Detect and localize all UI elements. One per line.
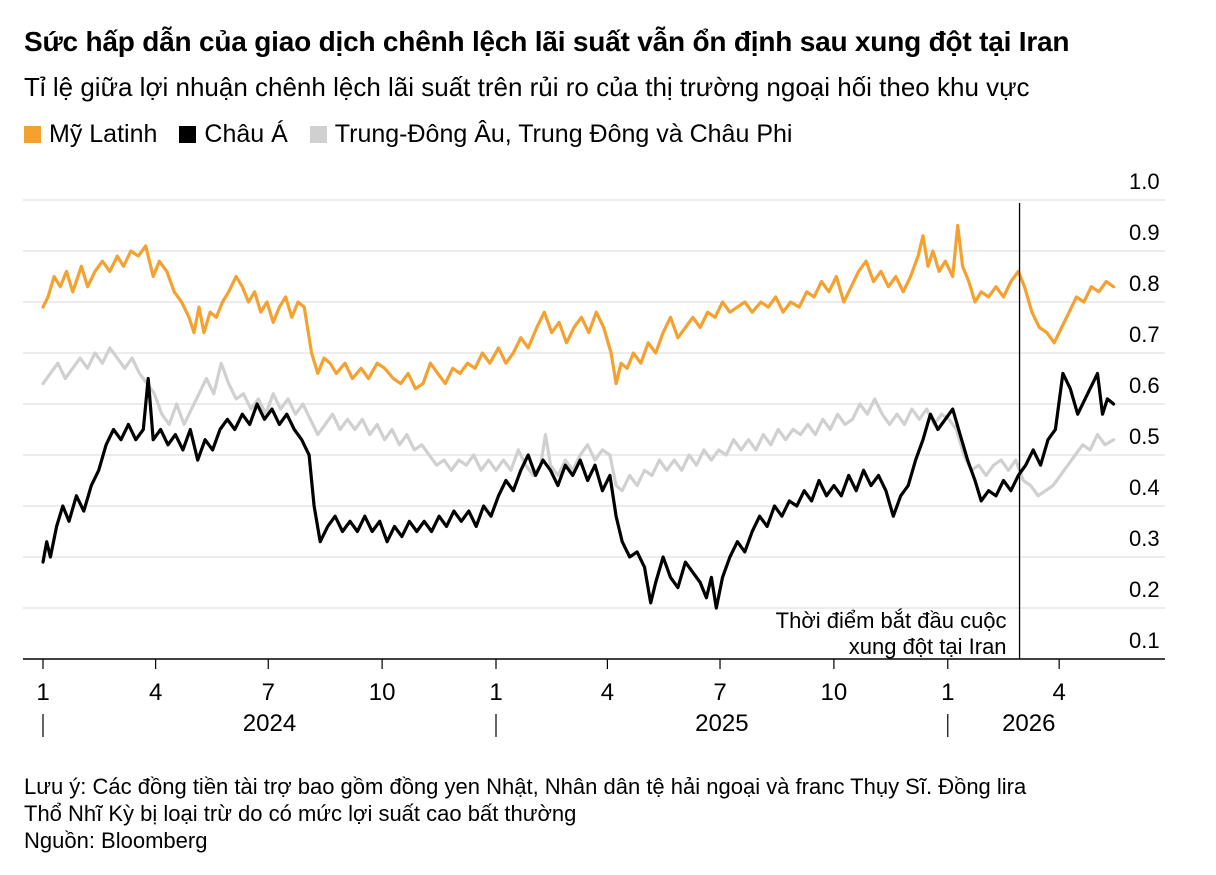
- chart-title: Sức hấp dẫn của giao dịch chênh lệch lãi…: [24, 26, 1070, 57]
- y-axis: 1.0 0.9 0.8 0.7 0.6 0.5 0.4 0.3 0.2 0.1: [1129, 169, 1160, 653]
- x-tick-label-6: 7: [713, 679, 726, 706]
- y-tick-label-1: 0.9: [1129, 220, 1160, 245]
- x-tick-label-7: 10: [821, 679, 848, 706]
- x-tick-label-4: 1: [489, 679, 502, 706]
- series-line-1: [41, 371, 1116, 610]
- x-tick-label-1: 4: [149, 679, 162, 706]
- series-lines: [41, 223, 1116, 610]
- legend-label-ceemea: Trung-Đông Âu, Trung Đông và Châu Phi: [334, 120, 793, 148]
- legend-label-asia: Châu Á: [204, 120, 288, 148]
- series-line-2: [41, 346, 1116, 498]
- legend-swatch-asia: [179, 126, 197, 143]
- legend-item-asia: Châu Á: [179, 120, 288, 149]
- year-label-2026: 2026: [1002, 710, 1055, 737]
- chart-subtitle: Tỉ lệ giữa lợi nhuận chênh lệch lãi suất…: [24, 72, 1030, 102]
- x-tick-label-0: 1: [36, 679, 49, 706]
- y-tick-label-0: 1.0: [1129, 169, 1160, 194]
- legend: Mỹ Latinh Châu Á Trung-Đông Âu, Trung Đô…: [24, 120, 814, 149]
- y-tick-label-7: 0.3: [1129, 526, 1160, 551]
- x-axis: 1 4 7 10 1 4 7 10 1 4 2024 2025 2026: [23, 658, 1165, 737]
- series-line-0: [41, 223, 1116, 391]
- x-tick-label-2: 7: [262, 679, 275, 706]
- legend-item-latin-america: Mỹ Latinh: [24, 120, 157, 149]
- legend-swatch-ceemea: [309, 126, 327, 143]
- source-note: Nguồn: Bloomberg: [24, 828, 208, 853]
- x-tick-label-9: 4: [1052, 679, 1065, 706]
- note-line-1: Lưu ý: Các đồng tiền tài trợ bao gồm đồn…: [24, 774, 1027, 799]
- annotation-line-2: xung đột tại Iran: [849, 634, 1007, 659]
- x-tick-label-5: 4: [601, 679, 614, 706]
- annotation-line-1: Thời điểm bắt đầu cuộc: [776, 608, 1007, 633]
- year-label-2025: 2025: [695, 710, 748, 737]
- y-tick-label-6: 0.4: [1129, 475, 1160, 500]
- x-tick-label-3: 10: [369, 679, 396, 706]
- y-tick-label-3: 0.7: [1129, 322, 1160, 347]
- x-tick-label-8: 1: [941, 679, 954, 706]
- legend-item-ceemea: Trung-Đông Âu, Trung Đông và Châu Phi: [309, 120, 793, 149]
- y-tick-label-9: 0.1: [1129, 628, 1160, 653]
- y-tick-label-8: 0.2: [1129, 577, 1160, 602]
- note-line-2: Thổ Nhĩ Kỳ bị loại trừ do có mức lợi suấ…: [24, 801, 577, 826]
- y-tick-label-5: 0.5: [1129, 424, 1160, 449]
- year-label-2024: 2024: [243, 710, 296, 737]
- legend-label-latin-america: Mỹ Latinh: [49, 120, 158, 148]
- y-tick-label-4: 0.6: [1129, 373, 1160, 398]
- y-tick-label-2: 0.8: [1129, 271, 1160, 296]
- footnotes: Lưu ý: Các đồng tiền tài trợ bao gồm đồn…: [24, 773, 1194, 854]
- legend-swatch-latin-america: [24, 126, 41, 143]
